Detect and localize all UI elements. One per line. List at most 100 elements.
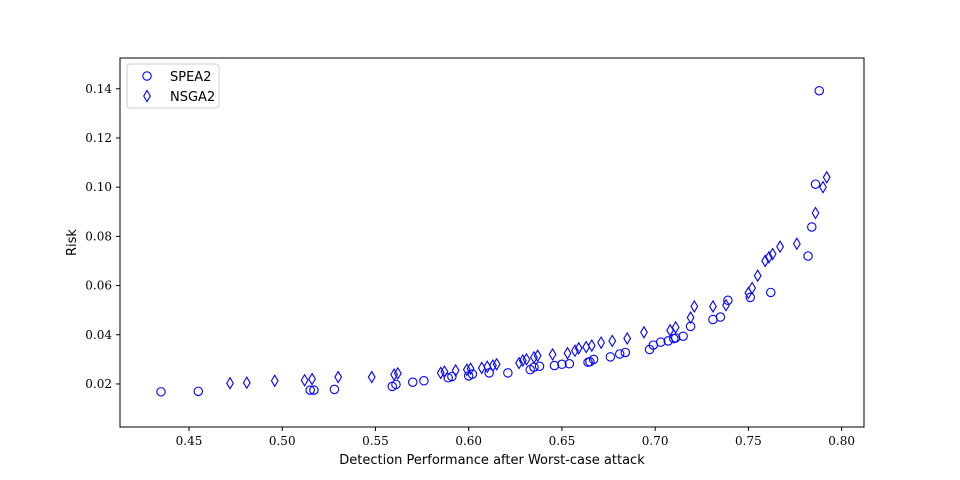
spea2-point bbox=[419, 376, 429, 386]
legend-marker bbox=[142, 71, 152, 81]
spea2-point bbox=[193, 386, 204, 397]
spea2-point bbox=[766, 287, 776, 298]
spea2-point bbox=[614, 349, 625, 359]
spea2-point bbox=[814, 85, 824, 96]
nsga2-point bbox=[270, 374, 279, 388]
spea2-point bbox=[503, 368, 513, 378]
nsga2-point bbox=[308, 372, 317, 386]
spea2-point bbox=[329, 384, 340, 395]
nsga2-point bbox=[226, 376, 234, 390]
nsga2-point bbox=[722, 298, 730, 312]
x-tick-label: 0.50 bbox=[269, 434, 296, 448]
nsga2-point bbox=[811, 206, 820, 220]
nsga2-point bbox=[367, 370, 376, 384]
nsga2-point bbox=[587, 339, 596, 353]
nsga2-point bbox=[761, 254, 770, 268]
nsga2-point bbox=[436, 366, 445, 380]
nsga2-point bbox=[390, 368, 399, 382]
y-axis-label: Risk bbox=[65, 229, 80, 256]
nsga2-point bbox=[242, 376, 251, 390]
nsga2-point bbox=[533, 349, 542, 363]
nsga2-point bbox=[597, 336, 606, 350]
y-tick-label: 0.12 bbox=[85, 131, 112, 145]
nsga2-point bbox=[462, 363, 471, 377]
legend-symbol-spea2 bbox=[142, 71, 152, 81]
x-tick-label: 0.80 bbox=[828, 434, 855, 448]
nsga2-point bbox=[574, 341, 583, 355]
spea2-point bbox=[447, 371, 457, 382]
spea2-point bbox=[678, 331, 688, 341]
spea2-point bbox=[408, 377, 418, 387]
legend: SPEA2 NSGA2 bbox=[126, 63, 220, 109]
nsga2-point bbox=[563, 346, 572, 360]
spea2-point bbox=[391, 379, 401, 390]
nsga2-point bbox=[548, 347, 557, 361]
nsga2-point bbox=[686, 310, 695, 325]
y-tick-label: 0.04 bbox=[85, 328, 112, 342]
spea2-point bbox=[549, 360, 560, 371]
y-tick-label: 0.14 bbox=[85, 82, 112, 96]
nsga2-point bbox=[753, 269, 762, 283]
spea2-point bbox=[605, 352, 616, 362]
nsga2-point bbox=[571, 344, 579, 358]
spea2-point bbox=[656, 337, 666, 347]
x-tick-label: 0.55 bbox=[362, 434, 389, 448]
spea2-point bbox=[745, 292, 756, 303]
nsga2-point bbox=[440, 365, 449, 379]
spea2-point bbox=[723, 295, 733, 306]
y-axis: 0.02 0.04 0.06 0.08 0.10 0.12 0.14 bbox=[85, 82, 120, 391]
nsga2-point bbox=[690, 299, 699, 314]
nsga2-point bbox=[492, 357, 501, 371]
nsga2-point bbox=[768, 247, 777, 261]
nsga2-point bbox=[819, 180, 827, 194]
x-tick-label: 0.60 bbox=[455, 434, 482, 448]
nsga2-point bbox=[748, 281, 757, 295]
nsga2-point bbox=[623, 331, 632, 346]
nsga2-point bbox=[666, 323, 675, 337]
x-axis-label: Detection Performance after Worst-case a… bbox=[339, 453, 645, 468]
spea2-point bbox=[810, 179, 821, 189]
nsga2-point bbox=[640, 325, 648, 339]
nsga2-point bbox=[451, 363, 460, 377]
plot-area bbox=[119, 57, 865, 428]
legend-marker bbox=[143, 89, 151, 103]
x-tick-label: 0.75 bbox=[735, 434, 762, 448]
nsga2-point bbox=[300, 373, 309, 387]
spea2-point bbox=[588, 354, 599, 365]
spea2-point bbox=[534, 361, 545, 371]
nsga2-point bbox=[488, 358, 497, 373]
nsga2-point bbox=[671, 320, 680, 334]
data-points bbox=[156, 85, 831, 397]
legend-symbol-nsga2 bbox=[143, 89, 151, 103]
nsga2-point bbox=[530, 350, 538, 364]
spea2-point bbox=[715, 312, 726, 322]
nsga2-point bbox=[334, 370, 343, 384]
spea2-point bbox=[564, 359, 575, 369]
spea2-point bbox=[309, 385, 319, 395]
x-axis: 0.45 0.50 0.55 0.60 0.65 0.70 0.75 0.80 bbox=[176, 427, 855, 448]
x-tick-label: 0.45 bbox=[176, 434, 203, 448]
nsga2-point bbox=[393, 366, 402, 380]
spea2-point bbox=[156, 387, 166, 397]
nsga2-point bbox=[709, 299, 717, 314]
nsga2-point bbox=[608, 334, 617, 348]
spea2-point bbox=[557, 359, 567, 370]
nsga2-point bbox=[466, 362, 475, 376]
x-tick-label: 0.70 bbox=[642, 434, 669, 448]
y-tick-label: 0.10 bbox=[85, 180, 112, 194]
spea2-point bbox=[305, 385, 315, 395]
spea2-point bbox=[467, 369, 478, 379]
nsga2-point bbox=[522, 352, 531, 366]
nsga2-point bbox=[792, 237, 801, 251]
spea2-point bbox=[443, 373, 453, 383]
legend-label-nsga2: NSGA2 bbox=[170, 90, 215, 105]
legend-label-spea2: SPEA2 bbox=[170, 70, 211, 85]
y-tick-label: 0.02 bbox=[85, 377, 112, 391]
nsga2-point bbox=[515, 356, 523, 370]
nsga2-point bbox=[822, 170, 831, 184]
spea2-point bbox=[620, 347, 631, 358]
y-tick-label: 0.06 bbox=[85, 279, 112, 293]
spea2-point bbox=[803, 251, 813, 261]
x-tick-label: 0.65 bbox=[549, 434, 576, 448]
